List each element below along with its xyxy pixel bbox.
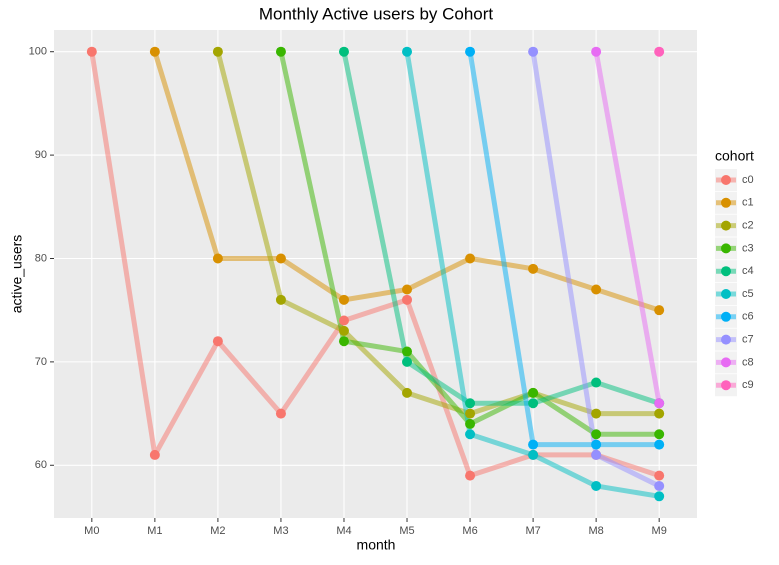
x-tick-label: M2	[210, 525, 225, 537]
legend-label: c1	[742, 197, 754, 209]
point	[338, 294, 349, 305]
point	[528, 439, 539, 450]
legend-point	[721, 357, 731, 368]
x-tick-label: M3	[273, 525, 288, 537]
legend-label: c7	[742, 334, 754, 346]
legend-label: c6	[742, 311, 754, 323]
point	[528, 449, 539, 460]
point	[654, 470, 665, 481]
x-tick-label: M4	[336, 525, 351, 537]
legend-label: c8	[742, 356, 754, 368]
point	[402, 346, 413, 357]
chart-title: Monthly Active users by Cohort	[259, 4, 494, 23]
point	[149, 449, 160, 460]
point	[402, 356, 413, 367]
legend-label: c4	[742, 265, 754, 277]
point	[654, 408, 665, 419]
point	[402, 387, 413, 398]
series-line	[467, 51, 660, 448]
point	[465, 429, 476, 440]
point	[212, 336, 223, 347]
legend-label: c9	[742, 379, 754, 391]
point	[465, 46, 476, 57]
point	[275, 294, 286, 305]
legend-point	[721, 243, 731, 254]
x-tick-label: M9	[652, 525, 667, 537]
legend-point	[721, 311, 731, 322]
x-axis-label: month	[357, 537, 396, 553]
legend-point	[721, 220, 731, 231]
point	[275, 408, 286, 419]
point	[528, 263, 539, 274]
point	[212, 253, 223, 264]
legend-point	[721, 266, 731, 277]
x-tick-label: M0	[84, 525, 99, 537]
point	[654, 480, 665, 491]
legend-title: cohort	[715, 148, 754, 164]
point	[338, 46, 349, 57]
point	[149, 46, 160, 57]
x-tick-label: M7	[525, 525, 540, 537]
x-tick-label: M8	[588, 525, 603, 537]
legend-point	[721, 289, 731, 299]
legend-point	[721, 334, 731, 345]
legend-label: c5	[742, 288, 754, 300]
y-tick-label: 90	[35, 149, 47, 161]
point	[86, 46, 97, 57]
y-tick-label: 80	[35, 252, 47, 264]
legend-point	[721, 380, 731, 391]
point	[654, 305, 665, 316]
legend-point	[721, 175, 731, 185]
point	[654, 439, 665, 450]
point	[465, 418, 476, 429]
point	[402, 284, 413, 295]
point	[528, 387, 539, 398]
legend-label: c2	[742, 220, 754, 232]
point	[465, 253, 476, 264]
legend-point	[721, 197, 731, 208]
y-tick-label: 70	[35, 356, 47, 368]
legend-label: c3	[742, 242, 754, 254]
point	[591, 284, 602, 295]
point	[465, 408, 476, 419]
point	[528, 46, 539, 57]
point	[275, 253, 286, 264]
point	[402, 46, 413, 57]
series-line	[341, 51, 660, 406]
x-tick-label: M1	[147, 525, 162, 537]
point	[654, 46, 665, 57]
point	[338, 336, 349, 347]
point	[465, 470, 476, 481]
point	[591, 480, 602, 491]
point	[654, 429, 665, 440]
point	[465, 398, 476, 409]
point	[591, 408, 602, 419]
series-line	[593, 51, 662, 404]
point	[591, 377, 602, 388]
legend-label: c0	[742, 174, 754, 186]
point	[338, 315, 349, 326]
point	[402, 294, 413, 305]
point	[591, 449, 602, 460]
y-tick-label: 60	[35, 459, 47, 471]
point	[591, 46, 602, 57]
point	[654, 491, 665, 502]
panel	[54, 30, 697, 518]
point	[591, 429, 602, 440]
y-tick-label: 100	[29, 46, 47, 58]
point	[275, 46, 286, 57]
series-line	[215, 51, 660, 417]
point	[338, 325, 349, 336]
series-line	[89, 51, 660, 479]
point	[212, 46, 223, 57]
point	[591, 439, 602, 450]
x-tick-label: M5	[399, 525, 414, 537]
y-axis-label: active_users	[9, 235, 25, 314]
point	[528, 398, 539, 409]
point	[654, 398, 665, 409]
x-tick-label: M6	[462, 525, 477, 537]
